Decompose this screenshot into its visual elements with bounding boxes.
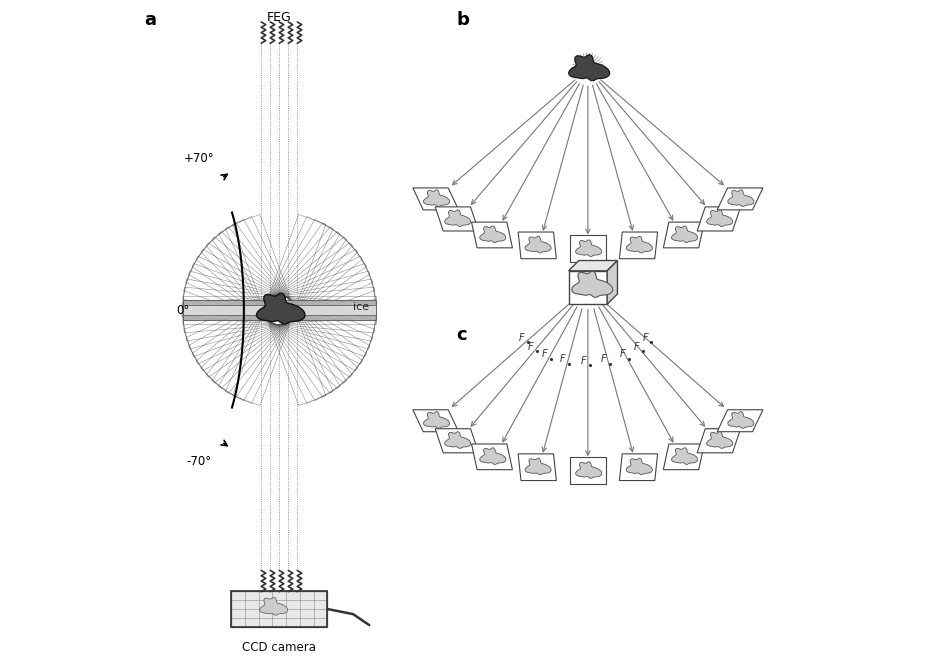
Text: F: F: [527, 342, 533, 352]
Polygon shape: [413, 410, 459, 432]
Polygon shape: [717, 188, 763, 210]
Polygon shape: [707, 210, 733, 226]
Text: ice: ice: [353, 302, 369, 312]
Text: F: F: [642, 333, 647, 343]
Polygon shape: [697, 429, 741, 453]
Polygon shape: [445, 432, 471, 448]
Bar: [183, 300, 376, 319]
Polygon shape: [569, 54, 610, 81]
Polygon shape: [620, 454, 658, 481]
Polygon shape: [480, 448, 506, 464]
Bar: [231, 591, 327, 626]
Text: F: F: [519, 333, 524, 343]
Polygon shape: [672, 448, 697, 464]
Text: F: F: [542, 349, 548, 359]
Text: F: F: [634, 342, 639, 352]
Polygon shape: [575, 240, 602, 256]
Bar: [183, 305, 376, 315]
Polygon shape: [620, 232, 658, 258]
Polygon shape: [570, 236, 606, 262]
Polygon shape: [435, 429, 478, 453]
Polygon shape: [572, 271, 612, 297]
Polygon shape: [707, 432, 733, 448]
Polygon shape: [424, 190, 450, 207]
Polygon shape: [480, 226, 506, 243]
Polygon shape: [518, 232, 556, 258]
Text: CCD camera: CCD camera: [242, 641, 316, 654]
Text: a: a: [144, 11, 156, 29]
Polygon shape: [256, 293, 305, 324]
Text: 0°: 0°: [176, 304, 190, 317]
Polygon shape: [717, 410, 763, 432]
Polygon shape: [435, 207, 478, 231]
Polygon shape: [472, 444, 512, 470]
Polygon shape: [663, 222, 704, 248]
Polygon shape: [728, 412, 754, 428]
Text: F: F: [581, 356, 586, 366]
Polygon shape: [424, 412, 450, 428]
Polygon shape: [663, 444, 704, 470]
Bar: [569, 271, 607, 304]
Polygon shape: [626, 458, 652, 475]
Text: F: F: [620, 349, 625, 359]
Text: F: F: [601, 354, 607, 364]
Polygon shape: [413, 188, 459, 210]
Text: +70°: +70°: [183, 152, 215, 165]
Polygon shape: [626, 236, 652, 253]
Polygon shape: [525, 236, 551, 253]
Text: c: c: [456, 326, 467, 344]
Text: FEG: FEG: [267, 11, 291, 24]
Polygon shape: [697, 207, 741, 231]
Polygon shape: [569, 260, 618, 271]
Polygon shape: [728, 190, 754, 207]
Text: -70°: -70°: [186, 455, 212, 468]
Polygon shape: [260, 598, 288, 615]
Text: F: F: [560, 354, 565, 364]
Polygon shape: [445, 210, 471, 226]
Polygon shape: [570, 457, 606, 484]
Text: b: b: [456, 11, 469, 29]
Polygon shape: [472, 222, 512, 248]
Polygon shape: [672, 226, 697, 243]
Polygon shape: [525, 458, 551, 475]
Polygon shape: [575, 462, 602, 478]
Bar: [231, 591, 327, 626]
Polygon shape: [518, 454, 556, 481]
Polygon shape: [607, 260, 618, 304]
